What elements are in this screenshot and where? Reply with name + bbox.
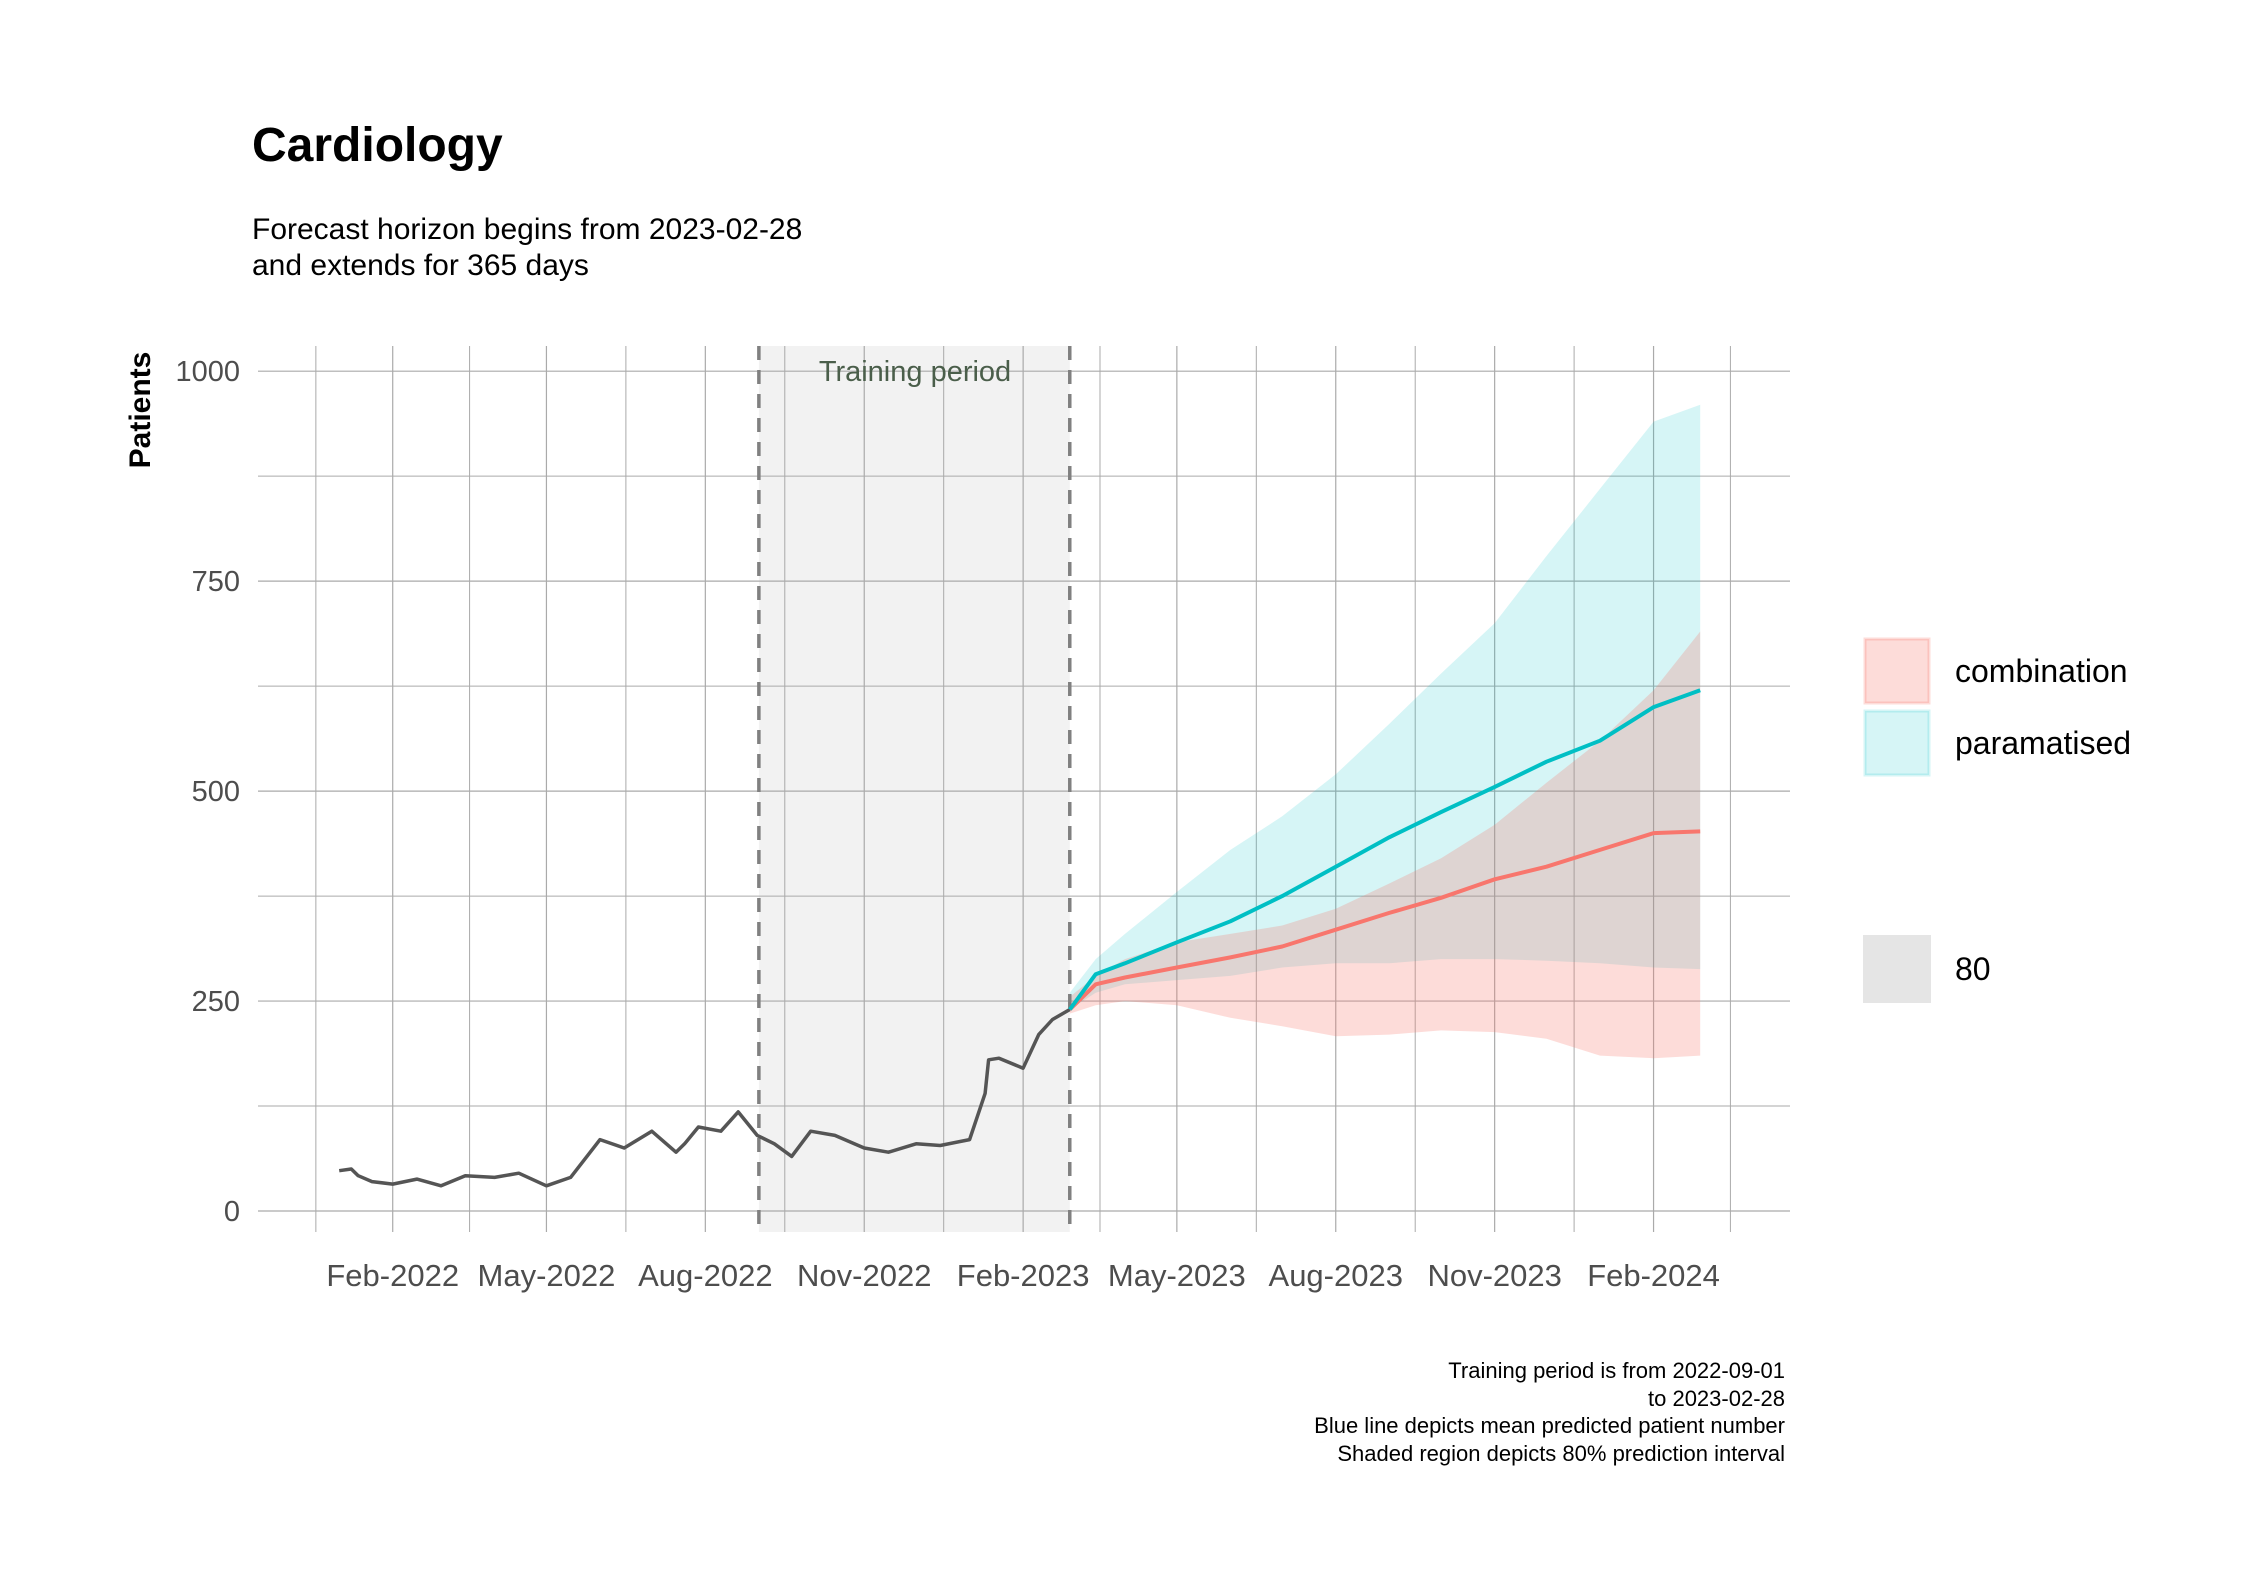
x-tick-label-0: Feb-2022	[326, 1258, 459, 1293]
x-tick-label-1: May-2022	[478, 1258, 616, 1293]
y-tick-label-4: 1000	[175, 356, 240, 388]
legend-swatch-interval	[1863, 935, 1931, 1003]
y-tick-label-0: 0	[224, 1196, 240, 1228]
y-tick-label-1: 250	[192, 986, 240, 1018]
paramatised-interval-ribbon	[1069, 404, 1701, 1010]
subtitle-line-2: and extends for 365 days	[252, 249, 589, 282]
x-tick-label-5: May-2023	[1108, 1258, 1246, 1293]
x-tick-label-2: Aug-2022	[638, 1258, 772, 1293]
training-period-label: Training period	[819, 356, 1011, 388]
x-tick-label-7: Nov-2023	[1427, 1258, 1561, 1293]
training-boundary-layer	[757, 346, 1072, 1232]
legend-label-interval: 80	[1955, 951, 1991, 987]
x-tick-label-6: Aug-2023	[1269, 1258, 1403, 1293]
training-period-shade	[758, 346, 1070, 1232]
chart-title: Cardiology	[252, 119, 503, 172]
tick-label-layer: 0 250 500 750 1000 Feb-2022 May-2022 Aug-2022 No…	[175, 356, 1719, 1293]
combination-interval-ribbon	[1069, 631, 1701, 1059]
caption-line-3: Blue line depicts mean predicted patient…	[1314, 1413, 1785, 1438]
x-tick-label-3: Nov-2022	[797, 1258, 931, 1293]
chart-subtitle: Forecast horizon begins from 2023-02-28 …	[252, 212, 802, 284]
line-layer	[338, 688, 1701, 1188]
subtitle-line-1: Forecast horizon begins from 2023-02-28	[252, 213, 803, 246]
x-tick-label-8: Feb-2024	[1587, 1258, 1720, 1293]
training-shade-layer	[758, 346, 1070, 1232]
legend-label-combination: combination	[1955, 653, 2128, 689]
legend-swatch-combination	[1863, 637, 1931, 705]
observed-line	[338, 1007, 1071, 1188]
caption-line-2: to 2023-02-28	[1648, 1385, 1785, 1411]
caption-line-1: Training period is from 2022-09-01	[1448, 1358, 1785, 1383]
chart-caption: Training period is from 2022-09-01 to 20…	[1314, 1357, 1785, 1467]
ribbon-layer	[1069, 404, 1701, 1059]
legend-layer: combination paramatised 80	[1863, 637, 2131, 1003]
y-axis-label: Patients	[124, 352, 157, 469]
x-tick-label-4: Feb-2023	[957, 1258, 1090, 1293]
legend-key-bg-paramatised	[1863, 709, 1931, 777]
grid-layer	[258, 346, 1790, 1232]
y-tick-label-2: 500	[192, 776, 240, 808]
legend-swatch-paramatised	[1863, 709, 1931, 777]
legend-key-bg-combination	[1863, 637, 1931, 705]
legend-label-paramatised: paramatised	[1955, 725, 2131, 761]
combination-mean-line	[1068, 829, 1701, 1011]
paramatised-mean-line	[1068, 688, 1701, 1011]
y-tick-label-3: 750	[192, 566, 240, 598]
caption-line-4: Shaded region depicts 80% prediction int…	[1337, 1440, 1785, 1466]
